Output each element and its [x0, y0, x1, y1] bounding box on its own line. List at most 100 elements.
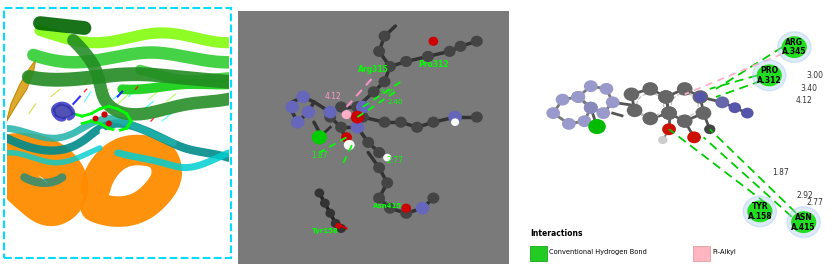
Circle shape — [546, 107, 560, 119]
Circle shape — [422, 51, 434, 62]
Circle shape — [443, 46, 456, 57]
Circle shape — [584, 102, 598, 114]
Text: 4.12: 4.12 — [325, 92, 342, 101]
Circle shape — [378, 117, 391, 128]
Circle shape — [335, 122, 347, 133]
Text: Pro312: Pro312 — [418, 60, 448, 69]
Circle shape — [384, 203, 396, 214]
Circle shape — [562, 118, 576, 130]
Circle shape — [428, 193, 439, 204]
Text: ASN
A.415: ASN A.415 — [792, 213, 816, 231]
Circle shape — [704, 124, 716, 134]
Circle shape — [400, 208, 412, 219]
Ellipse shape — [743, 196, 777, 227]
Polygon shape — [53, 104, 73, 119]
Circle shape — [326, 209, 335, 218]
Text: 2.92: 2.92 — [797, 191, 813, 200]
Circle shape — [356, 101, 370, 113]
Circle shape — [571, 91, 585, 103]
Circle shape — [351, 121, 364, 134]
Point — [102, 121, 115, 126]
Text: 2.77: 2.77 — [807, 198, 823, 207]
Circle shape — [471, 112, 483, 123]
Circle shape — [400, 56, 412, 67]
Circle shape — [286, 101, 299, 113]
Circle shape — [662, 123, 676, 135]
Circle shape — [384, 61, 396, 72]
Circle shape — [335, 101, 347, 113]
Circle shape — [378, 31, 391, 42]
Circle shape — [341, 132, 352, 143]
Circle shape — [741, 108, 754, 119]
Circle shape — [378, 76, 391, 87]
Circle shape — [451, 118, 459, 126]
Circle shape — [367, 86, 380, 97]
Text: Conventional Hydrogen Bond: Conventional Hydrogen Bond — [549, 249, 647, 255]
Circle shape — [311, 130, 327, 144]
Circle shape — [402, 204, 411, 213]
Circle shape — [627, 104, 642, 117]
Circle shape — [323, 106, 337, 118]
Circle shape — [642, 112, 658, 125]
Circle shape — [324, 112, 337, 123]
Text: Interactions: Interactions — [530, 229, 583, 239]
Circle shape — [658, 90, 674, 104]
Text: 3.40: 3.40 — [800, 84, 817, 93]
Circle shape — [687, 131, 701, 143]
Circle shape — [373, 162, 385, 173]
Circle shape — [578, 115, 591, 127]
Circle shape — [636, 93, 665, 117]
Text: 4.12: 4.12 — [796, 97, 812, 106]
Point — [89, 116, 102, 121]
Circle shape — [571, 91, 585, 103]
Circle shape — [716, 96, 729, 108]
Circle shape — [417, 203, 428, 214]
Circle shape — [373, 147, 385, 158]
Circle shape — [337, 224, 346, 233]
Bar — [530, 246, 547, 261]
Circle shape — [342, 110, 352, 119]
Circle shape — [588, 119, 606, 134]
Circle shape — [357, 112, 369, 123]
Circle shape — [571, 91, 585, 103]
Text: Asn415: Asn415 — [372, 203, 402, 209]
Text: 2.77: 2.77 — [387, 156, 404, 165]
Point — [109, 129, 122, 133]
Circle shape — [584, 102, 598, 114]
Circle shape — [428, 117, 439, 128]
Circle shape — [344, 140, 355, 150]
Circle shape — [315, 188, 324, 197]
Circle shape — [677, 115, 692, 128]
Circle shape — [606, 96, 620, 108]
Circle shape — [584, 80, 598, 92]
Circle shape — [449, 112, 461, 123]
Circle shape — [658, 90, 674, 104]
Circle shape — [661, 106, 677, 120]
Circle shape — [692, 90, 708, 104]
Circle shape — [728, 102, 741, 113]
Circle shape — [556, 94, 569, 106]
Circle shape — [696, 106, 711, 120]
Text: 1.87: 1.87 — [311, 151, 328, 160]
Point — [95, 129, 109, 133]
Circle shape — [471, 36, 483, 47]
Ellipse shape — [787, 207, 820, 237]
Circle shape — [454, 41, 467, 52]
Circle shape — [428, 37, 438, 46]
Circle shape — [694, 92, 706, 102]
Circle shape — [658, 136, 667, 144]
Text: Pi-Alkyl: Pi-Alkyl — [712, 249, 736, 255]
Circle shape — [596, 107, 610, 119]
Circle shape — [411, 122, 423, 133]
Circle shape — [373, 193, 385, 204]
Circle shape — [792, 212, 816, 232]
Circle shape — [584, 102, 598, 114]
Circle shape — [296, 91, 310, 103]
FancyBboxPatch shape — [4, 8, 231, 258]
Point — [98, 112, 111, 116]
Circle shape — [782, 37, 807, 57]
Polygon shape — [7, 60, 36, 121]
Circle shape — [661, 106, 677, 120]
Circle shape — [395, 117, 407, 128]
Circle shape — [320, 199, 330, 208]
